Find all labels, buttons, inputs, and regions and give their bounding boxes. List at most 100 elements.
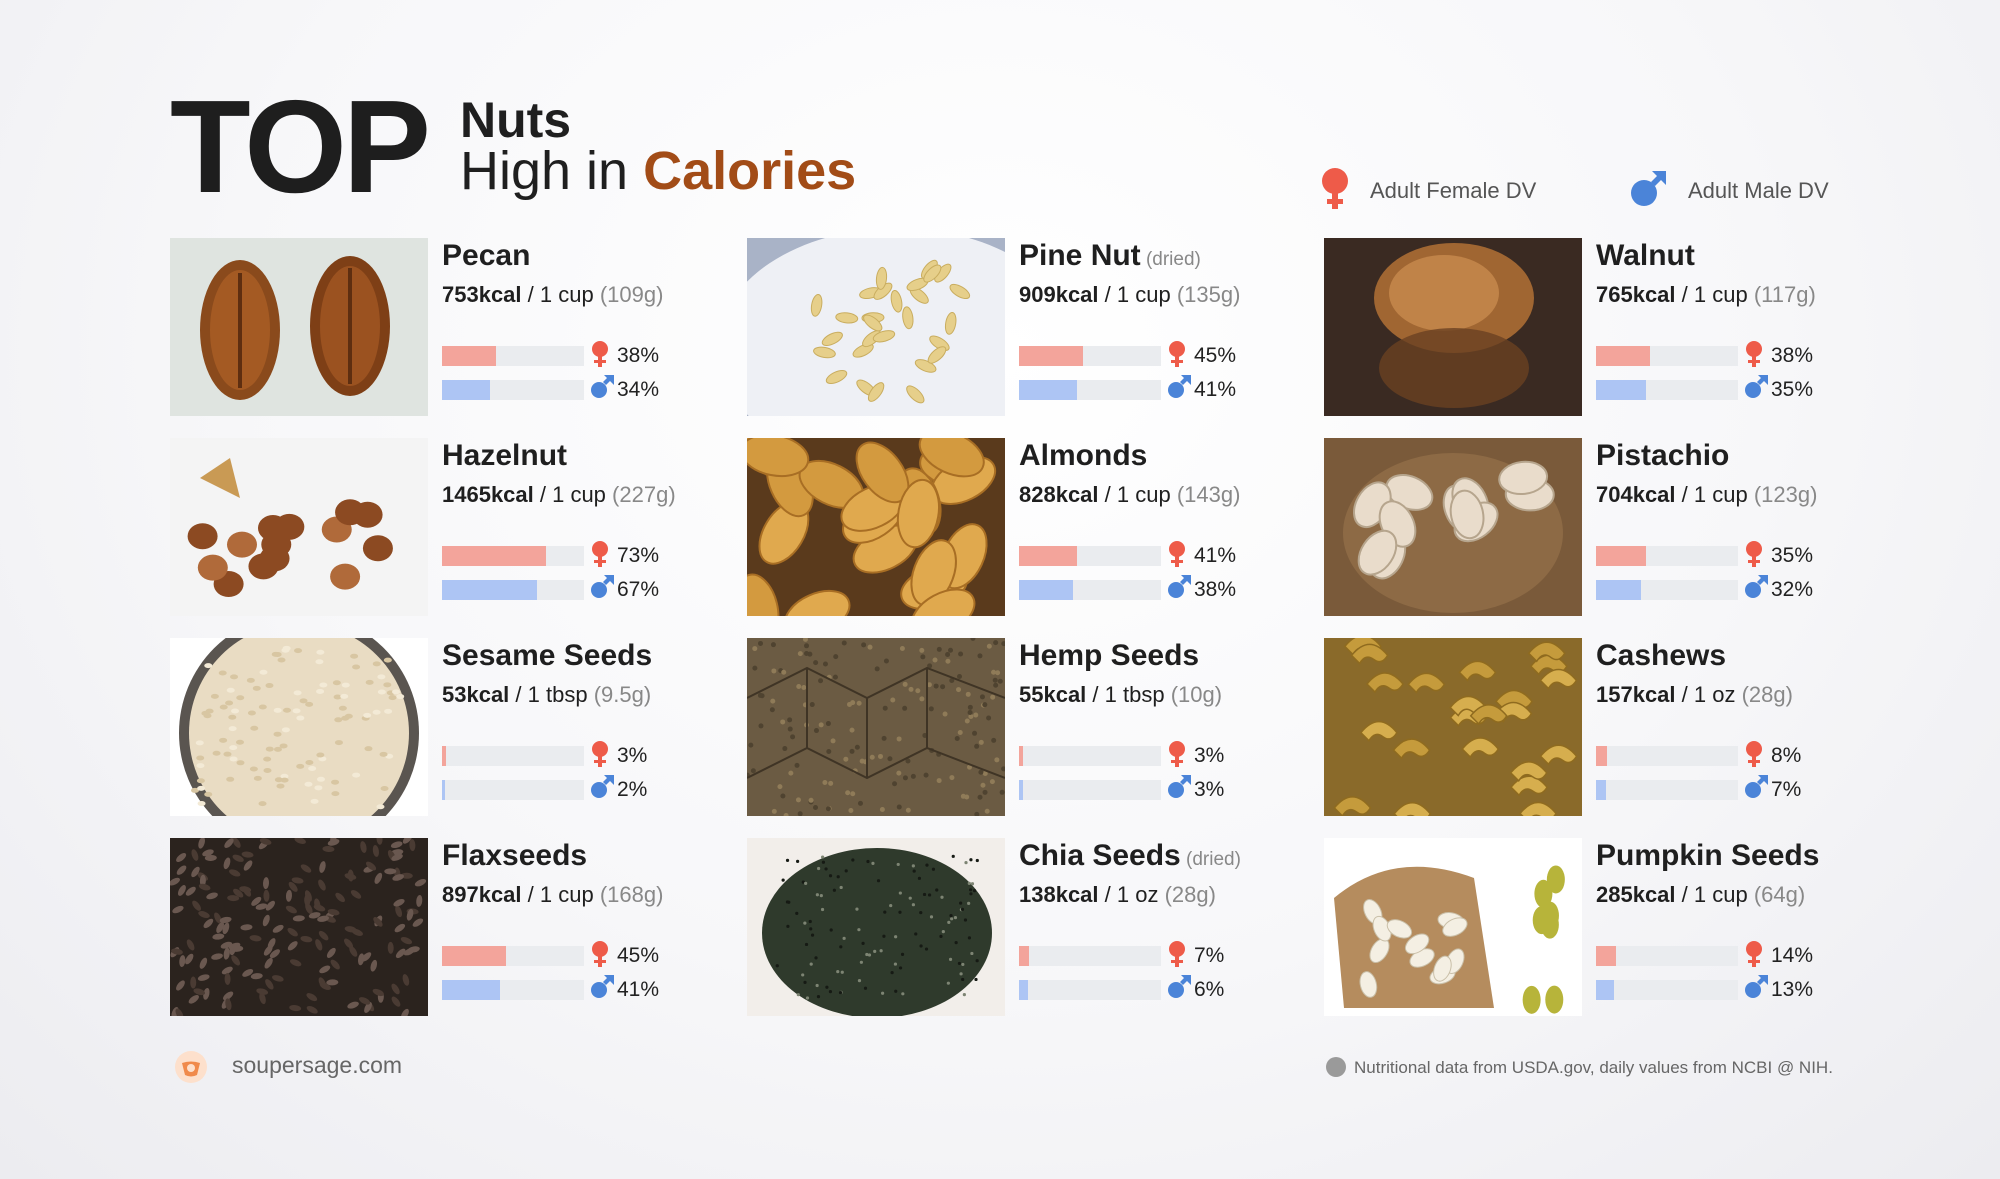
- serving-grams: (28g): [1164, 882, 1216, 907]
- nut-info: Pistachio 704kcal / 1 cup (123g) 35% 32%: [1596, 438, 1866, 601]
- serving-grams: (143g): [1176, 482, 1241, 507]
- female-dv-row: 41%: [1019, 541, 1289, 568]
- male-dv-bar: [1596, 380, 1646, 400]
- pecan-photo: [170, 238, 428, 416]
- female-dv-row: 38%: [1596, 341, 1866, 368]
- female-dv-track: [442, 746, 584, 766]
- serving-grams: (123g): [1753, 482, 1818, 507]
- male-dv-track: [442, 980, 584, 1000]
- legend-male-label: Adult Male DV: [1688, 178, 1829, 203]
- female-symbol-icon: [589, 940, 611, 973]
- serving-size: / 1 tbsp: [1086, 682, 1171, 707]
- female-dv-row: 8%: [1596, 741, 1866, 768]
- female-dv-track: [442, 546, 584, 566]
- female-symbol-icon: [1166, 540, 1188, 573]
- male-dv-percent: 67%: [617, 578, 660, 601]
- nut-name: Chia Seeds (dried): [1019, 838, 1289, 878]
- male-dv-bar: [1019, 380, 1078, 400]
- female-symbol-icon: [1743, 940, 1765, 973]
- male-dv-row: 41%: [442, 975, 712, 1002]
- flaxseeds-photo: [170, 838, 428, 1016]
- title-line-2: High in Calories: [460, 140, 856, 202]
- female-dv-percent: 45%: [617, 944, 660, 967]
- male-dv-track: [442, 780, 584, 800]
- male-dv-row: 32%: [1596, 575, 1866, 602]
- female-dv-row: 3%: [1019, 741, 1289, 768]
- serving-size: / 1 cup: [1098, 482, 1177, 507]
- nut-name-note: (dried): [1140, 249, 1201, 270]
- soupersage-logo-icon: [174, 1050, 208, 1084]
- serving-size: / 1 cup: [521, 882, 600, 907]
- female-dv-bar: [1019, 746, 1024, 766]
- serving-size: / 1 oz: [1675, 682, 1742, 707]
- nut-name: Hemp Seeds: [1019, 638, 1289, 678]
- nut-calories: 53kcal / 1 tbsp (9.5g): [442, 680, 712, 710]
- male-dv-row: 41%: [1019, 375, 1289, 402]
- title-highlight: Calories: [643, 141, 857, 201]
- female-symbol-icon: [1166, 340, 1188, 373]
- female-dv-bar: [442, 746, 447, 766]
- male-dv-track: [1019, 380, 1161, 400]
- kcal-value: 828kcal: [1019, 482, 1099, 507]
- nut-name-text: Pistachio: [1596, 439, 1730, 472]
- nut-name-text: Pecan: [442, 239, 531, 272]
- nut-card: Hemp Seeds 55kcal / 1 tbsp (10g) 3% 3%: [747, 638, 1287, 818]
- female-dv-percent: 73%: [617, 544, 660, 567]
- serving-grams: (28g): [1741, 682, 1793, 707]
- nut-name: Pine Nut (dried): [1019, 238, 1289, 278]
- male-symbol-icon: [1166, 774, 1192, 805]
- female-dv-bar: [442, 346, 496, 366]
- female-symbol-icon: [1320, 167, 1350, 216]
- nut-info: Sesame Seeds 53kcal / 1 tbsp (9.5g) 3% 2…: [442, 638, 712, 801]
- nut-name-text: Pine Nut: [1019, 239, 1141, 272]
- male-dv-bar: [442, 580, 538, 600]
- male-dv-track: [1596, 980, 1738, 1000]
- serving-grams: (135g): [1176, 282, 1241, 307]
- female-symbol-icon: [589, 340, 611, 373]
- male-dv-row: 35%: [1596, 375, 1866, 402]
- male-symbol-icon: [589, 774, 615, 805]
- female-dv-bar: [1019, 346, 1083, 366]
- female-dv-bar: [442, 946, 506, 966]
- kcal-value: 765kcal: [1596, 282, 1676, 307]
- male-dv-percent: 13%: [1771, 978, 1814, 1001]
- serving-grams: (227g): [612, 482, 676, 507]
- pine-nut-photo: [747, 238, 1005, 416]
- female-dv-percent: 38%: [617, 344, 660, 367]
- female-dv-row: 45%: [1019, 341, 1289, 368]
- title-line-1: Nuts: [460, 92, 572, 148]
- nut-calories: 285kcal / 1 cup (64g): [1596, 880, 1866, 910]
- kcal-value: 753kcal: [442, 282, 522, 307]
- footer-source-note: Nutritional data from USDA.gov, daily va…: [1354, 1058, 1833, 1077]
- male-dv-percent: 41%: [617, 978, 660, 1001]
- male-symbol-icon: [1743, 574, 1769, 605]
- male-dv-row: 6%: [1019, 975, 1289, 1002]
- female-symbol-icon: [589, 540, 611, 573]
- male-dv-percent: 41%: [1194, 378, 1237, 401]
- male-dv-row: 3%: [1019, 775, 1289, 802]
- nut-name-text: Pumpkin Seeds: [1596, 839, 1820, 872]
- female-dv-track: [442, 946, 584, 966]
- nut-card: Walnut 765kcal / 1 cup (117g) 38% 35%: [1324, 238, 1864, 418]
- nut-calories: 765kcal / 1 cup (117g): [1596, 280, 1866, 310]
- male-symbol-icon: [589, 574, 615, 605]
- serving-size: / 1 tbsp: [509, 682, 594, 707]
- serving-grams: (109g): [599, 282, 664, 307]
- female-dv-track: [1019, 546, 1161, 566]
- kcal-value: 157kcal: [1596, 682, 1676, 707]
- female-dv-percent: 8%: [1771, 744, 1802, 767]
- kcal-value: 138kcal: [1019, 882, 1099, 907]
- nut-name: Pistachio: [1596, 438, 1866, 478]
- nut-name-text: Cashews: [1596, 639, 1727, 672]
- male-symbol-icon: [1166, 974, 1192, 1005]
- male-dv-track: [442, 380, 584, 400]
- male-dv-row: 67%: [442, 575, 712, 602]
- male-dv-percent: 35%: [1771, 378, 1814, 401]
- hemp-photo: [747, 638, 1005, 816]
- male-dv-bar: [1019, 980, 1028, 1000]
- male-dv-percent: 32%: [1771, 578, 1814, 601]
- kcal-value: 909kcal: [1019, 282, 1099, 307]
- title-top-word: TOP: [170, 73, 431, 220]
- female-dv-percent: 38%: [1771, 344, 1814, 367]
- nut-card: Cashews 157kcal / 1 oz (28g) 8% 7%: [1324, 638, 1864, 818]
